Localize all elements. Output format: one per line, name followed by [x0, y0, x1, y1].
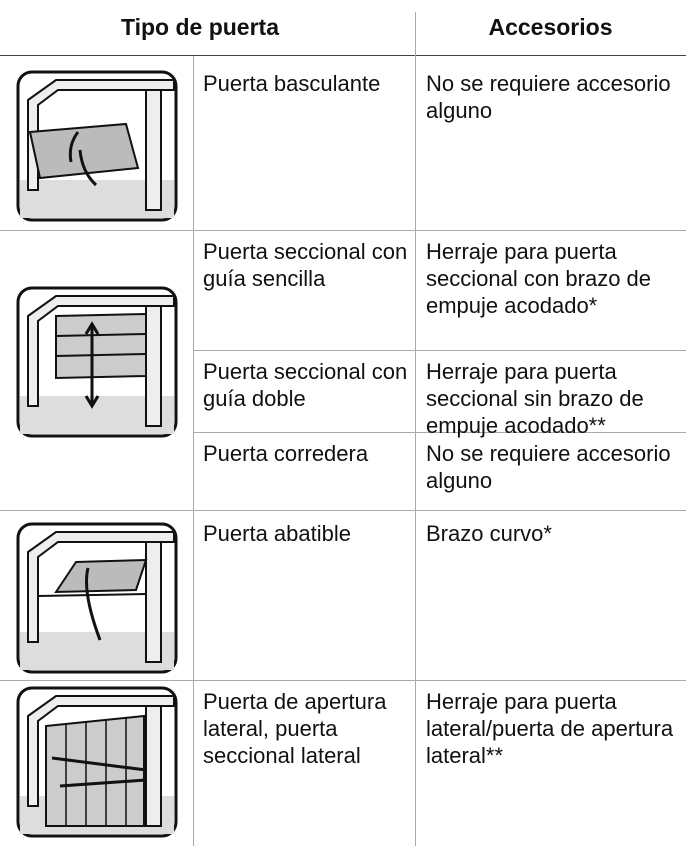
icon-canopy-door [16, 522, 178, 674]
door-type: Puerta de apertura lateral, puerta secci… [203, 689, 387, 768]
door-type: Puerta seccional con guía doble [203, 359, 408, 411]
door-type: Puerta basculante [203, 71, 381, 96]
accessory: No se requiere accesorio alguno [426, 71, 671, 123]
icon-up-over-door [16, 70, 178, 222]
icon-side-door [16, 686, 178, 838]
accessory: Herraje para puerta seccional con brazo … [426, 239, 652, 318]
row-divider [193, 432, 686, 433]
header-accessories: Accesorios [488, 14, 613, 40]
row-divider [0, 680, 686, 681]
header-rule [0, 55, 686, 56]
row-divider [0, 510, 686, 511]
header-door-type: Tipo de puerta [120, 14, 280, 40]
col-divider [415, 12, 416, 846]
accessory: Herraje para puerta lateral/puerta de ap… [426, 689, 674, 768]
icon-sectional-door [16, 286, 178, 438]
door-type: Puerta abatible [203, 521, 351, 546]
row-divider [0, 230, 686, 231]
door-type: Puerta seccional con guía sencilla [203, 239, 408, 291]
row-divider [193, 350, 686, 351]
accessory: No se requiere accesorio alguno [426, 441, 671, 493]
accessory: Brazo curvo* [426, 521, 552, 546]
door-type: Puerta corredera [203, 441, 369, 466]
accessory: Herraje para puerta seccional sin brazo … [426, 359, 644, 438]
col-divider [193, 56, 194, 846]
